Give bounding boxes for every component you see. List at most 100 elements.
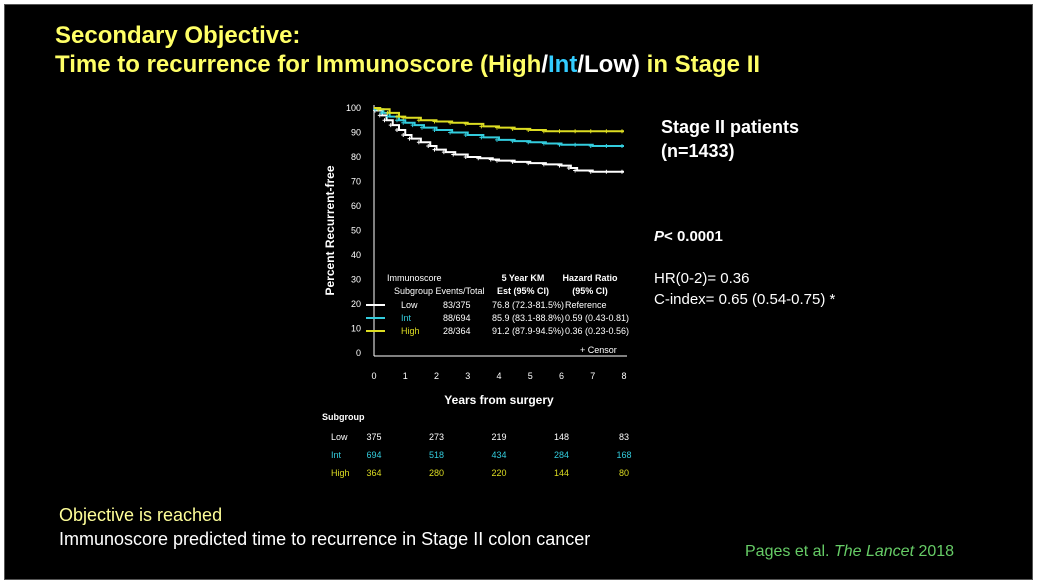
- censor-mark: [432, 147, 437, 152]
- objective-reached: Objective is reached: [59, 505, 223, 525]
- legend-events: 88/694: [443, 313, 471, 323]
- patients-line-1: Stage II patients: [661, 117, 800, 137]
- censor-mark: [479, 124, 484, 129]
- slide-title: Secondary Objective: Time to recurrence …: [55, 21, 760, 79]
- stage-ii-patients-label: Stage II patients (n=1433): [661, 115, 799, 163]
- censor-mark: [379, 110, 384, 115]
- title-line-2-prefix: Time to recurrence for Immunoscore (: [55, 51, 489, 78]
- censor-mark: [382, 118, 387, 123]
- censor-mark: [441, 150, 446, 155]
- legend-header-hr: Hazard Ratio: [562, 273, 618, 283]
- p-value: P< 0.0001: [654, 228, 723, 245]
- y-tick-label: 70: [351, 177, 361, 187]
- censor-mark: [510, 159, 515, 164]
- title-line-2-suffix: in Stage II: [640, 51, 761, 78]
- legend-header-subgroup: Subgroup Events/Total: [394, 286, 485, 296]
- censor-mark: [495, 158, 499, 163]
- km-curve-int: [374, 107, 624, 147]
- censor-mark: [432, 128, 437, 133]
- risk-value: 280: [429, 468, 444, 478]
- risk-value: 83: [619, 432, 629, 442]
- prediction-statement: Immunoscore predicted time to recurrence…: [59, 529, 591, 549]
- censor-mark: [385, 110, 390, 115]
- x-tick-label: 4: [496, 371, 501, 381]
- censor-mark: [395, 114, 399, 119]
- km-chart: 0 10 20 30 40 50 60 70 80 90 100 0 1 2 3 4 5 6 7 8 Years fro…: [322, 103, 632, 478]
- y-tick-label: 60: [351, 201, 361, 211]
- c-index: C-index= 0.65 (0.54-0.75) *: [654, 291, 836, 308]
- legend-header-km: 5 Year KM: [502, 273, 545, 283]
- p-label: P: [654, 228, 665, 245]
- censor-mark: [426, 143, 431, 148]
- citation-authors: Pages et al.: [745, 543, 834, 560]
- censor-mark: [566, 166, 571, 171]
- censor-mark: [463, 132, 468, 137]
- x-tick-label: 5: [528, 371, 533, 381]
- title-low: Low): [584, 51, 640, 78]
- censor-mark: [476, 156, 481, 161]
- citation-journal: The Lancet: [833, 543, 915, 560]
- risk-value: 434: [491, 450, 506, 460]
- legend-hr: Reference: [565, 300, 607, 310]
- legend-name: High: [401, 326, 420, 336]
- risk-value: 148: [554, 432, 569, 442]
- censor-mark: [510, 126, 515, 131]
- censor-mark: [401, 115, 406, 120]
- censor-mark: [526, 140, 531, 145]
- censor-mark: [416, 118, 421, 123]
- risk-table-header: Subgroup: [322, 412, 365, 422]
- legend-km: 91.2 (87.9-94.5%): [492, 326, 564, 336]
- hazard-ratio: HR(0-2)= 0.36: [654, 270, 750, 287]
- legend-km: 85.9 (83.1-88.8%): [492, 313, 564, 323]
- x-tick-label: 0: [371, 371, 376, 381]
- y-tick-label: 90: [351, 128, 361, 138]
- x-tick-label: 7: [590, 371, 595, 381]
- patients-line-2: (n=1433): [661, 141, 735, 161]
- y-tick-label: 0: [356, 348, 361, 358]
- censor-mark: [604, 129, 609, 134]
- title-high: High: [488, 51, 542, 78]
- censor-mark: [495, 125, 499, 130]
- legend-km: 76.8 (72.3-81.5%): [492, 300, 564, 310]
- censor-mark: [416, 140, 421, 145]
- censor-mark: [376, 107, 381, 112]
- censor-mark: [463, 121, 468, 126]
- legend-name: Int: [401, 313, 412, 323]
- censor-mark: [604, 143, 609, 148]
- censor-mark: [541, 162, 546, 167]
- risk-row-name: High: [331, 468, 350, 478]
- risk-value: 364: [366, 468, 381, 478]
- censor-mark: [573, 168, 578, 173]
- censor-mark: [541, 129, 546, 134]
- censor-mark: [620, 169, 624, 174]
- censor-mark: [541, 141, 546, 146]
- y-tick-label: 50: [351, 226, 361, 236]
- legend-events: 83/375: [443, 300, 471, 310]
- y-tick-label: 80: [351, 152, 361, 162]
- censor-mark: [410, 123, 415, 128]
- title-slash-1: /: [541, 51, 549, 78]
- risk-value: 518: [429, 450, 444, 460]
- plot-background: [374, 105, 627, 353]
- y-tick-label: 100: [346, 103, 361, 113]
- citation-year: 2018: [914, 543, 955, 560]
- y-axis-label: Percent Recurrent-free: [323, 165, 337, 295]
- title-slash-2: /: [577, 51, 585, 78]
- censor-mark: [401, 120, 406, 125]
- censor-mark: [395, 118, 399, 123]
- risk-row-name: Int: [331, 450, 342, 460]
- risk-value: 144: [554, 468, 569, 478]
- censor-mark: [620, 143, 624, 148]
- x-axis-label: Years from surgery: [444, 393, 554, 407]
- censor-mark: [557, 142, 562, 147]
- risk-value: 80: [619, 468, 629, 478]
- legend-header-immunoscore: Immunoscore: [387, 273, 442, 283]
- censor-mark: [407, 136, 412, 141]
- p-value-text: < 0.0001: [664, 228, 723, 245]
- censor-mark: [495, 137, 499, 142]
- censor-mark: [448, 130, 453, 135]
- legend-hr: 0.36 (0.23-0.56): [565, 326, 629, 336]
- censor-mark: [451, 152, 456, 157]
- legend-events: 28/364: [443, 326, 471, 336]
- censor-mark: [573, 142, 578, 147]
